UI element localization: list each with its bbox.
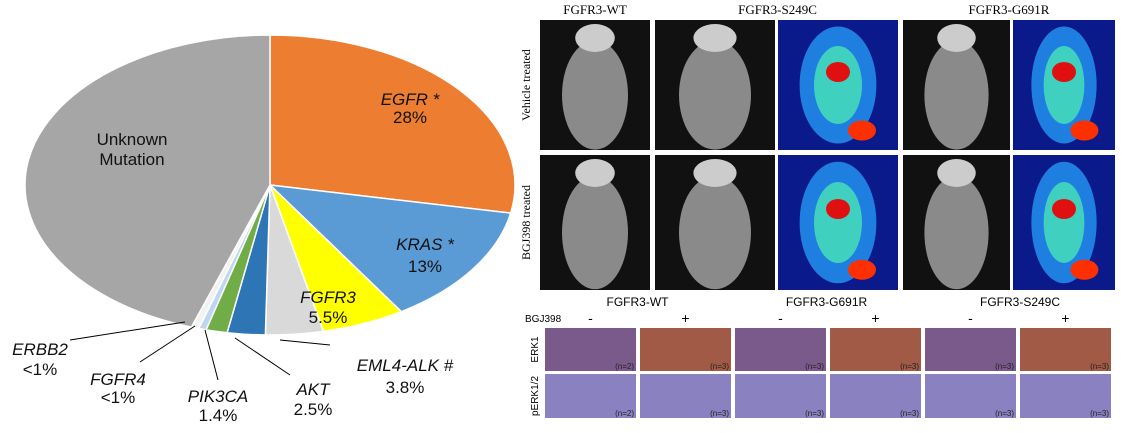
treatment-label: BGJ398 (525, 314, 562, 325)
ihc-header: FGFR3-G691R (786, 295, 868, 309)
n-label: (n=3) (710, 409, 729, 418)
pet-hot (826, 199, 850, 219)
n-label: (n=2) (615, 362, 634, 371)
pet-hot (848, 259, 876, 280)
ihc-tile (1020, 328, 1111, 371)
ihc-row-label: ERK1 (530, 336, 541, 363)
treatment-sign: + (871, 310, 879, 326)
treatment-sign: + (1061, 310, 1069, 326)
slice-value-label: 13% (407, 257, 443, 276)
pet-hot (1070, 259, 1099, 280)
ihc-tile (830, 374, 921, 418)
ihc-tile (735, 374, 826, 418)
ihc-tile (640, 374, 731, 418)
ct-body (679, 40, 751, 150)
leader-line (69, 321, 186, 341)
ihc-tile (925, 328, 1016, 371)
n-label: (n=3) (900, 362, 919, 371)
ihc-tile (545, 328, 636, 371)
leader-line (234, 337, 291, 376)
ihc-tile (925, 374, 1016, 418)
pie-slice (267, 183, 512, 313)
n-label: (n=3) (1090, 409, 1109, 418)
slice-value-label: 5.5% (308, 308, 348, 327)
ihc-header: FGFR3-WT (607, 295, 670, 309)
n-label: (n=3) (900, 409, 919, 418)
ihc-tile (735, 328, 826, 371)
ct-head (575, 159, 615, 187)
slice-value-label: <1% (100, 388, 136, 407)
ct-body (562, 175, 628, 290)
ct-head (693, 159, 737, 187)
pie-slice (24, 34, 271, 328)
n-label: (n=3) (805, 362, 824, 371)
row-label: BGJ398 treated (519, 185, 533, 260)
ct-head (575, 24, 615, 52)
row-label: Vehicle treated (519, 49, 533, 121)
ct-head (937, 24, 976, 52)
treatment-sign: - (588, 310, 593, 326)
slice-value-label: <1% (22, 360, 58, 379)
slice-label: FGFR4 (90, 370, 146, 389)
pet-hot (826, 62, 850, 82)
pet-glow (814, 182, 862, 263)
pet-glow (1043, 182, 1085, 263)
slice-label: EGFR * (380, 90, 440, 109)
column-header: FGFR3-WT (563, 2, 627, 17)
slice-label: Unknown Mutation (96, 130, 168, 169)
slice-value-label: 1.4% (198, 406, 238, 425)
column-header: FGFR3-S249C (738, 2, 817, 17)
slice-value-label: 28% (392, 108, 428, 127)
ct-body (562, 40, 628, 150)
slice-label: PIK3CA (187, 387, 249, 406)
slice-label: KRAS * (396, 235, 454, 254)
ihc-tile (830, 328, 921, 371)
ct-head (937, 159, 976, 187)
n-label: (n=3) (710, 362, 729, 371)
n-label: (n=3) (995, 409, 1014, 418)
ihc-tile (640, 328, 731, 371)
slice-label: ERBB2 (12, 340, 68, 359)
ihc-tile (1020, 374, 1111, 418)
n-label: (n=3) (995, 362, 1014, 371)
slice-label: EML4-ALK # (356, 356, 454, 375)
ct-body (924, 175, 989, 290)
treatment-sign: - (968, 310, 973, 326)
pie-slice (269, 34, 516, 214)
pet-hot (848, 120, 876, 141)
slice-value-label: 2.5% (293, 400, 333, 419)
n-label: (n=3) (1090, 362, 1109, 371)
pet-hot (1052, 62, 1076, 82)
pet-glow (814, 46, 862, 124)
ihc-tile (545, 374, 636, 418)
ct-body (679, 175, 751, 290)
ihc-header: FGFR3-S249C (980, 295, 1060, 309)
treatment-sign: + (681, 310, 689, 326)
leader-line (204, 329, 219, 381)
n-label: (n=2) (615, 409, 634, 418)
n-label: (n=3) (805, 409, 824, 418)
ct-body (924, 40, 989, 150)
slice-label: FGFR3 (300, 288, 356, 307)
pet-glow (1043, 46, 1085, 124)
pet-hot (1052, 199, 1076, 219)
leader-line (279, 339, 331, 346)
slice-value-label: 3.8% (385, 378, 425, 397)
ct-head (693, 24, 737, 52)
column-header: FGFR3-G691R (969, 2, 1050, 17)
pet-hot (1070, 120, 1099, 141)
slice-label: AKT (296, 380, 330, 399)
treatment-sign: - (778, 310, 783, 326)
ihc-row-label: pERK1/2 (530, 376, 541, 416)
leader-line (139, 325, 196, 363)
